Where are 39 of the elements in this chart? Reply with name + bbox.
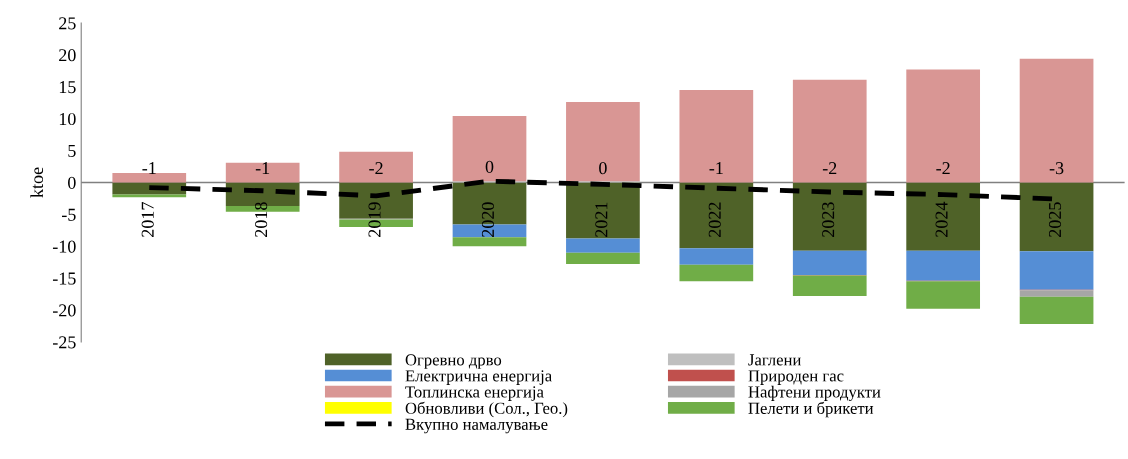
legend-label: Топлинска енергија [405,386,544,401]
x-tick-label: 2017 [141,202,154,237]
y-tick-label: 10 [59,112,76,126]
x-tick-label: 2021 [595,202,608,237]
legend-label: Јаглени [748,354,801,366]
legend-label: Вкупно намалување [405,418,548,434]
data-label: -2 [369,162,383,175]
y-tick-label: -10 [52,240,76,253]
x-tick-label: 2019 [368,202,381,237]
data-label: 0 [599,162,607,175]
x-tick-label: 2024 [935,201,948,237]
data-label: -2 [822,162,837,175]
data-label: 0 [485,160,494,173]
data-label: -1 [255,162,270,175]
y-tick-label: -25 [52,336,76,349]
y-tick-label: -20 [52,304,76,317]
y-tick-label: 5 [68,144,76,157]
data-label: -1 [709,162,723,175]
y-axis-title: ktoe [30,167,44,198]
x-tick-label: 2023 [822,202,835,237]
legend-label: Природен гас [748,370,844,385]
y-tick-label: -5 [61,208,76,221]
legend-label: Пелети и брикети [748,401,874,418]
legend-label: Обновливи (Сол., Гео.) [405,401,568,418]
data-label: -3 [1049,162,1064,175]
y-tick-label: 15 [59,81,76,94]
x-tick-label: 2025 [1048,202,1062,237]
x-tick-label: 2020 [481,202,495,237]
x-tick-label: 2018 [255,202,268,237]
legend-label: Огревно дрво [405,354,502,369]
y-tick-label: 0 [68,176,76,189]
legend-label: Нафтени продукти [748,385,881,401]
x-tick-label: 2022 [708,202,721,237]
y-tick-label: 20 [59,49,76,62]
legend-label: Електрична енергија [405,370,552,385]
y-tick-label: 25 [59,17,76,30]
data-label: -1 [142,162,156,175]
y-tick-label: -15 [52,272,76,285]
data-label: -2 [936,162,950,175]
